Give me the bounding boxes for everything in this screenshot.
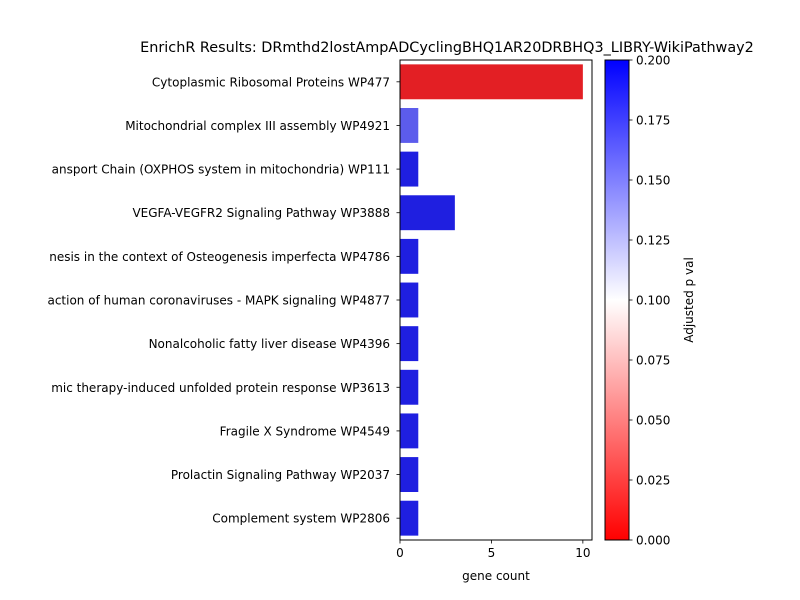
axes-frame [399,59,593,541]
colorbar-tick-label: 0.125 [636,234,670,248]
bar [400,326,419,362]
bar [400,282,419,318]
bar [400,195,455,231]
colorbar-ticks: 0.000 0.025 0.050 0.075 0.100 0.125 0.150 0.175… [629,54,670,548]
colorbar-tick-label: 0.175 [636,114,670,128]
colorbar-tick-label: 0.050 [636,414,670,428]
y-tick-label: Complement system WP2806 [212,512,390,526]
colorbar-label: Adjusted p val [682,257,696,343]
y-tick-label: Prolactin Signaling Pathway WP2037 [171,468,390,482]
y-tick-label: action of human coronaviruses - MAPK sig… [47,294,390,308]
bar [400,64,583,100]
colorbar-tick-label: 0.025 [636,474,670,488]
y-tick-label: nesis in the context of Osteogenesis imp… [49,250,390,264]
bars-group [400,64,583,536]
colorbar-tick-label: 0.075 [636,354,670,368]
y-tick-labels: Cytoplasmic Ribosomal Proteins WP477 Mito… [47,75,400,526]
bar [400,369,419,405]
y-tick-label: ansport Chain (OXPHOS system in mitochon… [52,163,390,177]
bar [400,413,419,449]
colorbar-tick-label: 0.200 [636,54,670,68]
bar [400,500,419,536]
colorbar-gradient [604,59,630,541]
y-tick-label: Nonalcoholic fatty liver disease WP4396 [149,337,390,351]
x-tick-label: 10 [575,546,590,560]
colorbar-tick-label: 0.100 [636,294,670,308]
y-tick-label: Fragile X Syndrome WP4549 [220,424,390,438]
y-tick-label: mic therapy-induced unfolded protein res… [51,381,390,395]
chart-title: EnrichR Results: DRmthd2lostAmpADCycling… [140,40,754,56]
colorbar: 0.000 0.025 0.050 0.075 0.100 0.125 0.150 0.175… [604,54,696,548]
y-tick-label: Cytoplasmic Ribosomal Proteins WP477 [152,75,390,89]
x-axis: 0 5 10 [396,540,590,560]
x-axis-label: gene count [462,569,530,583]
colorbar-tick-label: 0.000 [636,534,670,548]
y-tick-label: VEGFA-VEGFR2 Signaling Pathway WP3888 [132,206,390,220]
colorbar-tick-label: 0.150 [636,174,670,188]
bar [400,457,419,492]
bar [400,238,419,274]
x-tick-label: 0 [396,546,404,560]
bar [400,151,419,187]
x-tick-label: 5 [488,546,496,560]
y-tick-label: Mitochondrial complex III assembly WP492… [125,119,390,133]
bar [400,108,419,143]
